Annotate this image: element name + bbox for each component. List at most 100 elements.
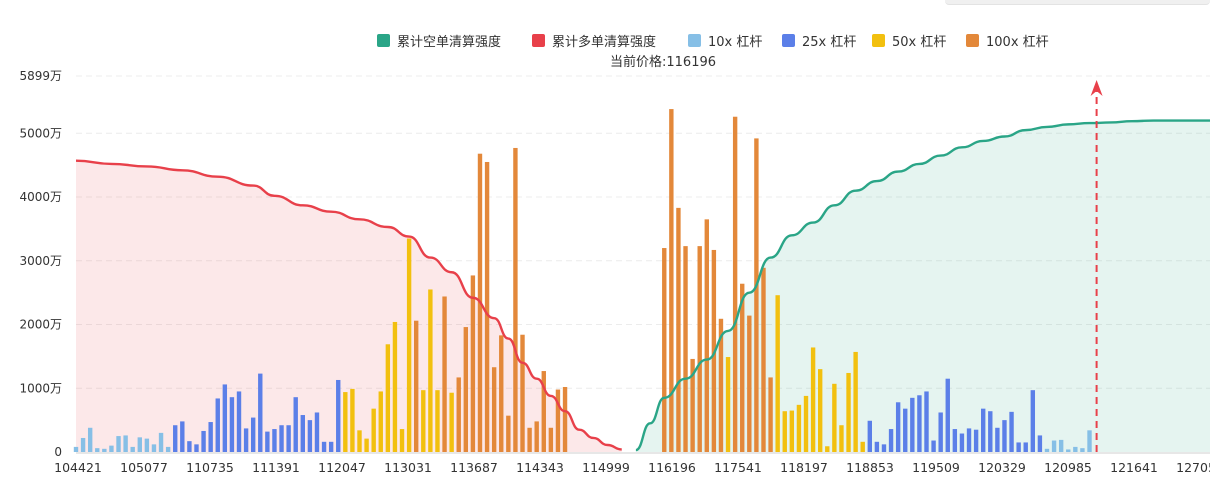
legend-item[interactable]: 累计多单清算强度 [532, 31, 656, 50]
x-tick-label: 110735 [186, 460, 234, 475]
bar-25x [1016, 442, 1021, 452]
x-tick-label: 113031 [384, 460, 432, 475]
bar-25x [258, 373, 263, 452]
bar-25x [300, 415, 305, 452]
bar-10x [116, 436, 121, 452]
bar-100x [513, 147, 518, 452]
bar-25x [321, 441, 327, 452]
bar-50x [775, 295, 780, 452]
bar-50x [789, 410, 795, 452]
bar-10x [130, 446, 135, 452]
bar-25x [293, 397, 298, 452]
y-tick-label: 1000万 [19, 381, 62, 395]
long-cumulative-line [75, 159, 622, 451]
bar-100x [683, 246, 688, 452]
bar-100x [697, 246, 702, 452]
bar-25x [945, 378, 950, 452]
x-tick-label: 118853 [846, 460, 894, 475]
y-tick-label: 4000万 [19, 190, 62, 204]
bar-25x [286, 425, 291, 452]
bar-50x [378, 391, 383, 452]
bar-50x [371, 408, 376, 452]
bar-25x [1037, 435, 1043, 452]
bar-10x [95, 448, 100, 452]
legend-item[interactable]: 10x 杠杆 [688, 31, 762, 50]
bar-100x [704, 219, 709, 452]
bar-100x [718, 318, 724, 452]
bar-50x [350, 388, 355, 452]
bar-25x [173, 425, 178, 452]
bar-50x [825, 446, 830, 452]
bar-50x [364, 438, 369, 452]
bar-100x [491, 367, 497, 452]
legend-label: 100x 杠杆 [986, 35, 1049, 50]
bar-50x [421, 390, 426, 452]
bar-10x [87, 427, 93, 452]
legend-label: 50x 杠杆 [892, 35, 947, 50]
legend-label: 累计空单清算强度 [397, 35, 502, 50]
bar-10x [1051, 440, 1057, 452]
bar-25x [1009, 411, 1014, 452]
bar-25x [336, 379, 341, 452]
bar-50x [782, 411, 787, 452]
bar-25x [1030, 390, 1036, 452]
bar-10x [1087, 430, 1092, 452]
legend-swatch [782, 34, 795, 47]
bar-50x [343, 392, 348, 452]
bar-100x [484, 161, 490, 452]
bar-25x [229, 397, 235, 452]
bar-50x [435, 390, 440, 452]
bar-100x [548, 427, 554, 452]
bar-25x [973, 429, 979, 452]
legend-swatch [872, 34, 885, 47]
bar-25x [966, 428, 972, 452]
bar-10x [1080, 448, 1085, 452]
bar-25x [265, 431, 270, 452]
legend-item[interactable]: 累计空单清算强度 [377, 31, 501, 50]
bar-100x [520, 334, 525, 452]
bar-100x [442, 296, 447, 452]
bar-25x [201, 430, 206, 452]
bar-25x [328, 441, 334, 452]
bar-50x [810, 347, 816, 452]
bar-50x [406, 238, 412, 452]
bar-50x [449, 392, 454, 452]
bar-100x [754, 138, 759, 452]
bar-25x [1023, 442, 1028, 452]
y-tick-label: 2000万 [19, 318, 62, 332]
bar-25x [888, 429, 894, 452]
x-tick-label: 105077 [120, 460, 168, 475]
bar-50x [817, 369, 823, 452]
legend-label: 累计多单清算强度 [552, 35, 657, 50]
bar-10x [137, 437, 142, 452]
bar-50x [796, 404, 802, 452]
x-tick-label: 119509 [912, 460, 960, 475]
bar-100x [768, 377, 773, 452]
bar-25x [272, 429, 277, 452]
bar-100x [662, 248, 667, 452]
chart-legend: 累计空单清算强度 累计多单清算强度 10x 杠杆 25x 杠杆 50x 杠杆 100x 杠… [0, 31, 1210, 51]
long-area [76, 160, 622, 452]
bar-10x [102, 448, 107, 452]
bar-25x [931, 440, 936, 452]
y-tick-label: 5899万 [19, 69, 62, 83]
bar-25x [995, 427, 1000, 452]
bar-50x [399, 429, 405, 452]
bar-100x [534, 421, 539, 452]
bar-10x [158, 432, 164, 452]
bar-100x [414, 320, 419, 452]
x-tick-label: 111391 [252, 460, 300, 475]
top-scrollbar[interactable] [945, 0, 1210, 5]
bar-25x [938, 412, 943, 452]
x-tick-label: 114343 [516, 460, 564, 475]
bar-10x [1073, 446, 1078, 452]
bar-25x [903, 408, 908, 452]
x-tick-label: 114999 [582, 460, 630, 475]
legend-item[interactable]: 100x 杠杆 [966, 31, 1049, 50]
bar-50x [860, 441, 865, 452]
bar-25x [307, 420, 313, 452]
legend-item[interactable]: 50x 杠杆 [872, 31, 946, 50]
legend-swatch [532, 34, 545, 47]
legend-item[interactable]: 25x 杠杆 [782, 31, 856, 50]
bar-25x [222, 384, 228, 452]
